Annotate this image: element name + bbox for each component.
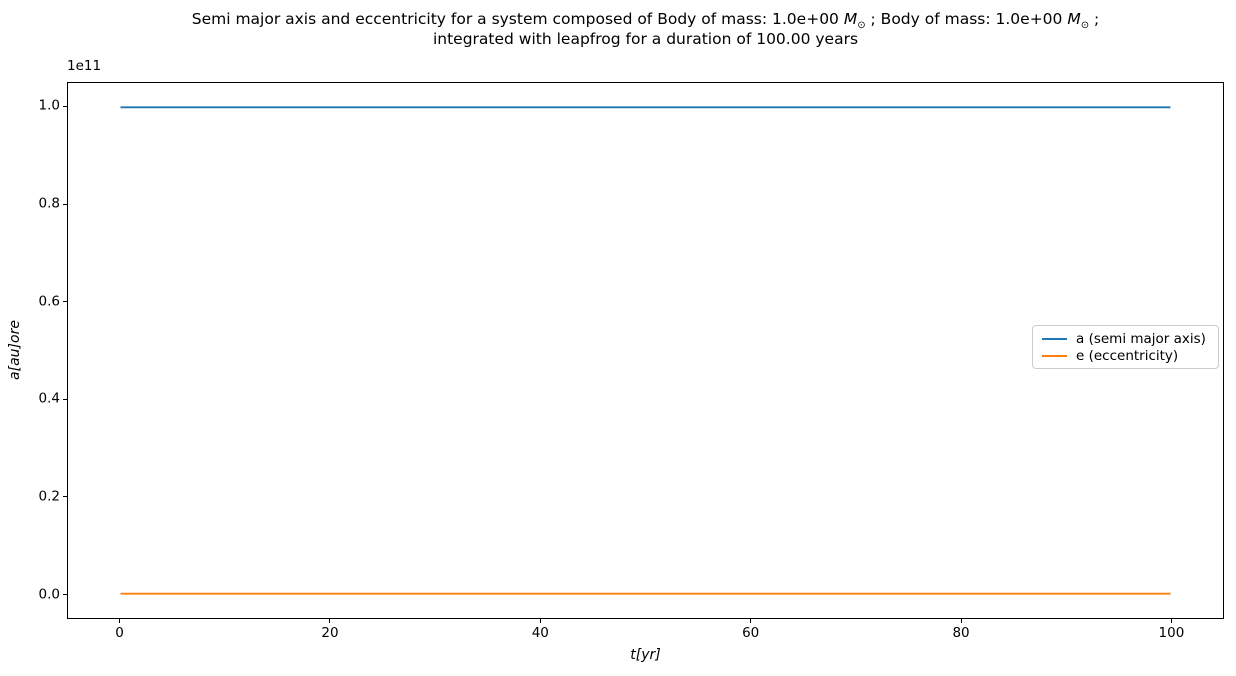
x-tick-mark — [750, 619, 752, 623]
x-axis-label: t[yr] — [630, 647, 661, 663]
x-tick-label: 0 — [115, 625, 124, 641]
legend: a (semi major axis) e (eccentricity) — [1032, 325, 1219, 369]
sun-symbol: ⊙ — [857, 20, 866, 32]
sun-symbol: ⊙ — [1080, 20, 1090, 32]
chart-title-line1: Semi major axis and eccentricity for a s… — [67, 10, 1224, 32]
y-axis-label: a[au]ore — [7, 320, 23, 380]
y-tick-mark — [63, 398, 67, 400]
plot-area — [67, 82, 1224, 619]
legend-item-eccentricity: e (eccentricity) — [1042, 347, 1210, 364]
x-tick-label: 60 — [742, 625, 760, 641]
y-tick-label: 0.4 — [38, 390, 60, 407]
title-text-segment: ; — [1089, 10, 1100, 28]
mass-symbol: M — [1067, 10, 1081, 28]
legend-line-sample-e — [1042, 354, 1067, 357]
legend-label-a: a (semi major axis) — [1076, 330, 1206, 347]
y-axis-offset-text: 1e11 — [67, 58, 102, 74]
x-tick-label: 20 — [321, 625, 339, 641]
x-tick-label: 40 — [531, 625, 549, 641]
y-tick-mark — [63, 594, 67, 596]
plot-canvas — [120, 106, 1171, 595]
x-tick-mark — [329, 619, 331, 623]
title-text-segment: ; Body of mass: 1.0e+00 — [865, 10, 1068, 28]
y-tick-label: 0.2 — [38, 488, 60, 505]
chart-title-line2: integrated with leapfrog for a duration … — [432, 29, 859, 48]
mass-symbol: M — [843, 10, 858, 28]
chart-title: Semi major axis and eccentricity for a s… — [67, 10, 1224, 49]
y-tick-mark — [63, 203, 67, 205]
title-text-segment: Semi major axis and eccentricity for a s… — [191, 10, 844, 28]
x-tick-mark — [1170, 619, 1172, 623]
x-tick-mark — [960, 619, 962, 623]
y-tick-mark — [63, 301, 67, 303]
y-tick-label: 0.0 — [38, 586, 60, 603]
legend-label-e: e (eccentricity) — [1076, 347, 1179, 364]
y-tick-mark — [63, 496, 67, 498]
x-tick-label: 80 — [952, 625, 970, 641]
y-tick-label: 1.0 — [38, 98, 60, 115]
y-tick-label: 0.8 — [38, 195, 60, 212]
y-tick-label: 0.6 — [38, 293, 60, 310]
x-tick-mark — [539, 619, 541, 623]
x-tick-mark — [119, 619, 121, 623]
x-tick-label: 100 — [1158, 625, 1185, 641]
legend-item-semi-major-axis: a (semi major axis) — [1042, 330, 1210, 347]
y-tick-mark — [63, 105, 67, 107]
legend-line-sample-a — [1042, 337, 1067, 340]
